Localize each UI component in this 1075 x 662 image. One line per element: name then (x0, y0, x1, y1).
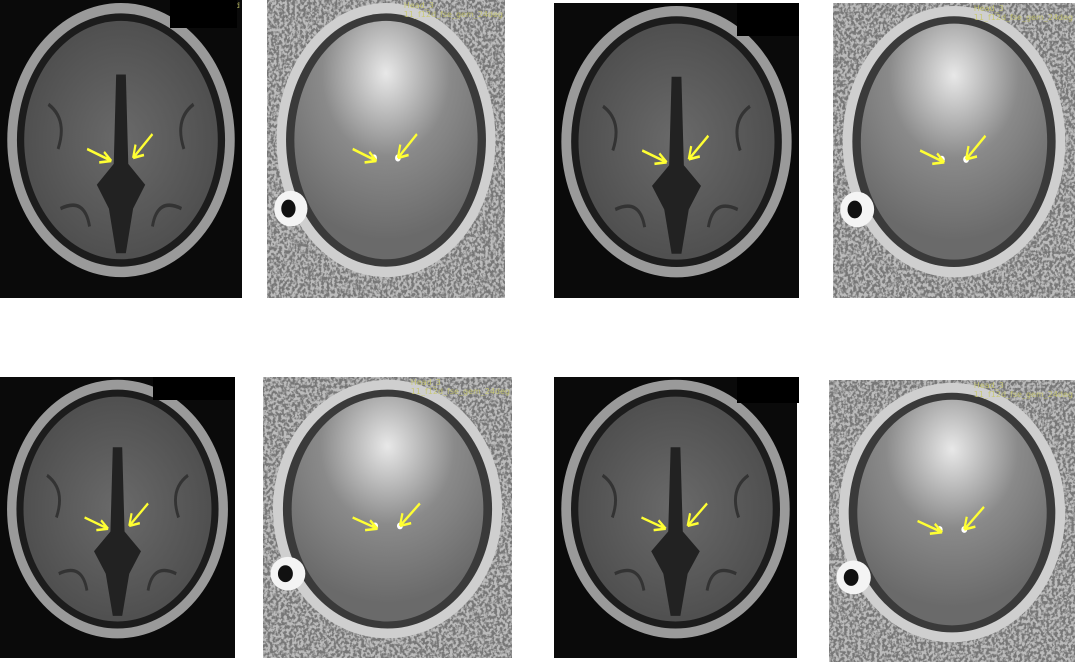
mri-panel-t1: 11_f3d (0, 377, 235, 658)
mri-scan-image (554, 3, 799, 298)
mri-scan-image (829, 380, 1075, 662)
mri-scan-image (0, 0, 242, 298)
arrow-icon (352, 502, 421, 532)
sequence-label: Head_3 11_f12d_fse_gem_24deg (973, 381, 1073, 399)
arrow-icon (84, 502, 149, 532)
sequence-label: Head_3 11_f12d_fse_gem_24deg (973, 4, 1073, 22)
arrow-icon (352, 133, 418, 164)
mri-scan-image (263, 377, 512, 658)
mri-panel-phase: Head_3 11_f12d_fse_gem_24deg (263, 377, 512, 658)
sequence-label: Head_3 11_f12d_fse_gem_24deg (403, 1, 503, 19)
redaction-box (170, 0, 237, 28)
mri-scan-image (267, 0, 505, 298)
mri-panel-phase: Head_3 11_f12d_fse_gem_24deg (829, 380, 1075, 662)
mri-panel-phase: Head_3 11_f12d_fse_gem_24deg (833, 3, 1075, 298)
mri-scan-image (0, 377, 235, 658)
arrow-icon (641, 134, 710, 166)
redaction-box (737, 3, 799, 36)
mri-panel-phase: Head_3 11_f12d_fse_gem_24deg (267, 0, 505, 298)
arrow-icon (919, 134, 987, 166)
mri-panel-t1: 11_f3d (0, 0, 242, 298)
arrow-icon (641, 502, 708, 532)
arrow-icon (917, 506, 985, 535)
redaction-box (737, 377, 799, 403)
mri-panel-t1: 11_f3d (554, 3, 799, 298)
arrow-icon (86, 133, 154, 164)
mri-panel-t1: 11_f3d (554, 377, 797, 658)
mri-scan-image (833, 3, 1075, 298)
sequence-label: Head_3 11_f12d_fse_gem_24deg (410, 378, 510, 396)
redaction-box (153, 377, 235, 400)
mri-scan-image (554, 377, 797, 658)
